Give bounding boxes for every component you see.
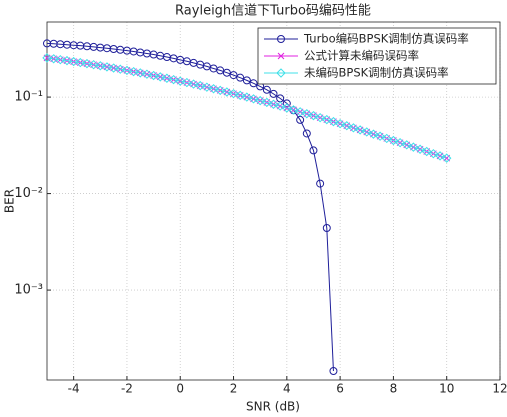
x-axis-label: SNR (dB) bbox=[246, 400, 300, 414]
data-point bbox=[302, 129, 311, 138]
data-point bbox=[175, 76, 185, 86]
data-point bbox=[248, 94, 259, 104]
data-point bbox=[422, 146, 432, 157]
data-point bbox=[322, 114, 332, 125]
x-tick-label: 10 bbox=[439, 382, 454, 396]
legend-label: 未编码BPSK调制仿真误码率 bbox=[304, 66, 449, 80]
chart-title: Rayleigh信道下Turbo码编码性能 bbox=[175, 4, 371, 19]
data-point bbox=[348, 123, 359, 133]
data-point bbox=[75, 57, 86, 68]
data-point bbox=[362, 127, 372, 137]
data-point bbox=[122, 65, 132, 76]
data-point bbox=[368, 129, 379, 139]
data-point bbox=[88, 59, 99, 70]
data-point bbox=[415, 144, 425, 154]
data-point bbox=[115, 64, 125, 74]
legend-marker bbox=[276, 68, 286, 78]
x-tick-label: 12 bbox=[492, 382, 507, 396]
data-point bbox=[302, 109, 312, 119]
data-point bbox=[135, 68, 145, 78]
data-point bbox=[188, 79, 199, 89]
data-point bbox=[182, 77, 192, 88]
data-point bbox=[402, 140, 412, 150]
axes-box bbox=[46, 21, 501, 381]
data-point bbox=[102, 62, 112, 72]
data-point bbox=[342, 121, 352, 131]
data-point bbox=[322, 223, 331, 232]
y-axis-label: BER bbox=[3, 189, 17, 213]
data-point bbox=[428, 148, 439, 159]
data-point bbox=[395, 137, 405, 148]
data-point bbox=[435, 151, 445, 161]
data-point bbox=[142, 69, 152, 79]
data-point bbox=[262, 97, 272, 108]
x-tick-label: 4 bbox=[283, 382, 291, 396]
data-point bbox=[208, 84, 219, 94]
data-point bbox=[128, 66, 139, 77]
data-point bbox=[309, 146, 318, 155]
series-line bbox=[46, 57, 447, 159]
data-point bbox=[228, 88, 239, 99]
legend-marker bbox=[277, 35, 285, 43]
data-point bbox=[329, 367, 338, 376]
data-point bbox=[95, 61, 106, 71]
legend-marker bbox=[277, 52, 285, 60]
data-point bbox=[308, 110, 319, 121]
data-point bbox=[249, 79, 258, 88]
y-tick-label: 10⁻² bbox=[14, 186, 43, 201]
data-point bbox=[108, 63, 119, 73]
data-point bbox=[68, 56, 79, 67]
data-point bbox=[275, 101, 285, 111]
data-point bbox=[55, 54, 66, 65]
data-point bbox=[328, 116, 339, 127]
data-point bbox=[262, 85, 271, 94]
data-point bbox=[382, 133, 392, 144]
x-tick-label: -4 bbox=[68, 382, 80, 396]
data-point bbox=[195, 80, 205, 91]
data-point bbox=[269, 89, 278, 98]
data-point bbox=[375, 131, 385, 141]
data-point bbox=[48, 54, 59, 64]
data-point bbox=[408, 142, 419, 152]
data-point bbox=[295, 107, 305, 117]
x-tick-label: 2 bbox=[230, 382, 238, 396]
data-point bbox=[202, 82, 212, 92]
data-point bbox=[315, 112, 325, 123]
x-tick-label: 8 bbox=[390, 382, 398, 396]
data-point bbox=[222, 87, 232, 97]
data-point bbox=[242, 92, 252, 102]
legend-label: 公式计算未编码误码率 bbox=[304, 49, 419, 63]
data-point bbox=[316, 179, 325, 188]
data-point bbox=[215, 85, 225, 96]
data-point bbox=[441, 153, 452, 163]
data-point bbox=[288, 105, 299, 115]
data-point bbox=[236, 73, 245, 82]
data-point bbox=[168, 74, 179, 85]
y-tick-label: 10⁻³ bbox=[14, 283, 43, 298]
y-tick-label: 10⁻¹ bbox=[14, 90, 43, 105]
data-point bbox=[268, 99, 279, 109]
data-point bbox=[42, 53, 52, 63]
legend-label: Turbo编码BPSK调制仿真误码率 bbox=[303, 32, 469, 46]
x-tick-label: 0 bbox=[176, 382, 184, 396]
data-point bbox=[255, 95, 265, 106]
data-point bbox=[162, 73, 172, 83]
x-tick-label: 6 bbox=[336, 382, 344, 396]
data-point bbox=[82, 58, 92, 69]
data-point bbox=[355, 125, 365, 135]
data-point bbox=[148, 70, 159, 81]
data-point bbox=[229, 71, 238, 80]
data-point bbox=[235, 90, 245, 101]
data-point bbox=[388, 135, 399, 146]
data-point bbox=[242, 76, 251, 85]
x-tick-label: -2 bbox=[121, 382, 133, 396]
data-point bbox=[335, 118, 345, 129]
data-point bbox=[62, 55, 72, 66]
data-point bbox=[155, 72, 165, 82]
data-point bbox=[282, 103, 292, 113]
